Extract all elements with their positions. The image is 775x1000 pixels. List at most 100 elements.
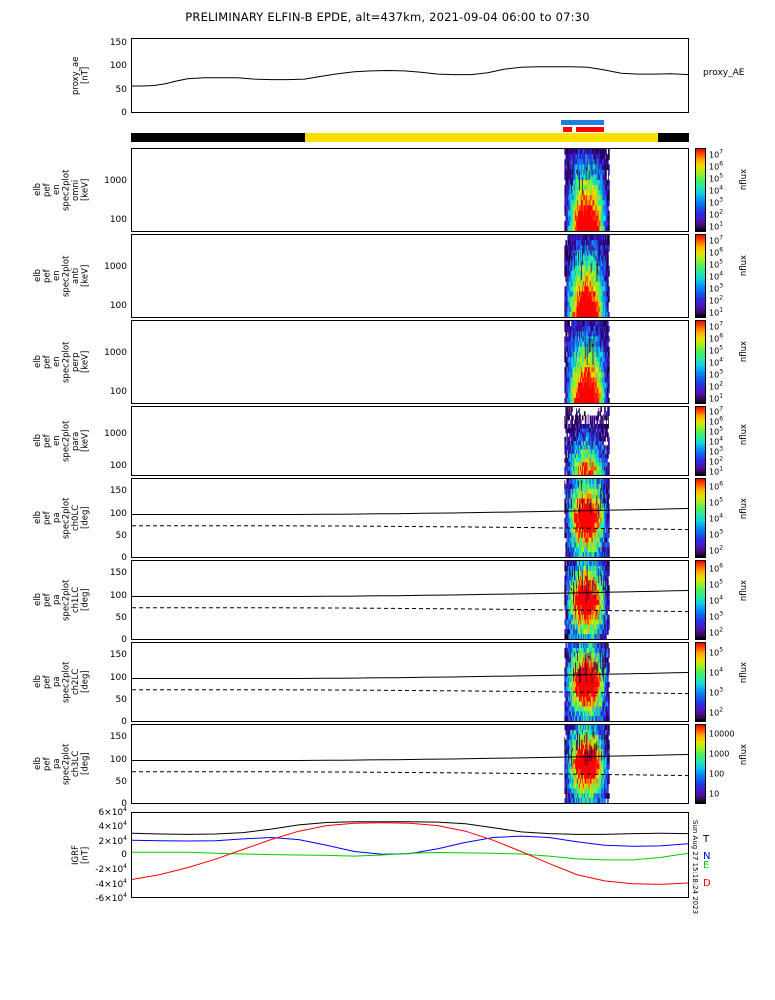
ytick: 100 xyxy=(109,215,127,226)
ytick: 150 xyxy=(109,650,127,661)
colorbar-tick: 103 xyxy=(709,610,724,622)
ytick: 100 xyxy=(109,61,127,72)
loss-cone-line xyxy=(132,754,688,761)
ylabel-IGRF: IGRF [nT] xyxy=(71,845,91,865)
colorbar-tick: 104 xyxy=(709,666,724,678)
colorbar-label-elb_pef_en_spec2plot_anti: nflux xyxy=(739,255,749,277)
colorbar-tick: 101 xyxy=(709,306,724,318)
ylabel-elb_pef_en_spec2plot_perp: elb pef en spec2plot perp [keV] xyxy=(33,341,91,383)
trace-N xyxy=(132,835,688,855)
ytick: 50 xyxy=(115,84,127,95)
proxy-ae-right-label: proxy_AE xyxy=(703,68,745,78)
ytick: 100 xyxy=(109,387,127,398)
colorbar-elb_pef_pa_spec2plot_ch0LC xyxy=(695,478,706,558)
colorbar-tick: 106 xyxy=(709,415,724,427)
ytick: 1000 xyxy=(104,428,127,439)
page-title: PRELIMINARY ELFIN-B EPDE, alt=437km, 202… xyxy=(185,10,590,24)
colorbar-tick: 105 xyxy=(709,344,724,356)
trace-proxy_AE xyxy=(132,66,688,87)
ytick: 100 xyxy=(109,508,127,519)
ytick: 0 xyxy=(121,635,127,645)
colorbar-label-elb_pef_pa_spec2plot_ch0LC: nflux xyxy=(739,498,749,520)
colorbar-tick: 107 xyxy=(709,148,724,160)
loss-cone-line xyxy=(132,590,688,597)
ytick: 150 xyxy=(109,486,127,497)
colorbar-tick: 103 xyxy=(709,368,724,380)
colorbar-tick: 105 xyxy=(709,578,724,590)
colorbar-tick: 102 xyxy=(709,626,724,638)
colorbar-tick: 103 xyxy=(709,528,724,540)
ytick: 4×104 xyxy=(98,820,127,833)
ylabel-elb_pef_pa_spec2plot_ch0LC: elb pef pa spec2plot ch0LC [deg] xyxy=(33,497,91,539)
spectrogram-elb_pef_en_spec2plot_anti xyxy=(564,235,610,317)
colorbar-tick: 102 xyxy=(709,455,724,467)
ytick: 100 xyxy=(109,672,127,683)
colorbar-tick: 103 xyxy=(709,282,724,294)
losscone-overlay-elb_pef_pa_spec2plot_ch1LC xyxy=(132,590,688,613)
ytick: 0 xyxy=(121,799,127,809)
ytick: 100 xyxy=(109,590,127,601)
ytick: 1000 xyxy=(104,176,127,187)
panel-proxy_ae xyxy=(131,38,689,113)
spectrogram-elb_pef_en_spec2plot_omni xyxy=(564,149,610,231)
losscone-overlay-elb_pef_pa_spec2plot_ch3LC xyxy=(132,754,688,777)
colorbar-tick: 107 xyxy=(709,320,724,332)
loss-cone-line xyxy=(132,672,688,679)
colorbar-label-elb_pef_pa_spec2plot_ch2LC: nflux xyxy=(739,662,749,684)
colorbar-elb_pef_pa_spec2plot_ch3LC xyxy=(695,724,706,804)
ylabel-proxy_ae: proxy_ae [nT] xyxy=(71,56,91,95)
ylabel-elb_pef_en_spec2plot_omni: elb pef en spec2plot omni [keV] xyxy=(33,169,91,211)
colorbar-tick: 106 xyxy=(709,332,724,344)
science-zone-blue xyxy=(561,120,604,125)
colorbar-tick: 1000 xyxy=(709,749,730,759)
anti-loss-cone-line xyxy=(132,607,688,613)
colorbar-tick: 104 xyxy=(709,356,724,368)
ytick: 150 xyxy=(109,37,127,48)
trace-D xyxy=(132,822,688,885)
colorbar-tick: 105 xyxy=(709,258,724,270)
colorbar-tick: 106 xyxy=(709,160,724,172)
colorbar-elb_pef_pa_spec2plot_ch1LC xyxy=(695,560,706,640)
colorbar-elb_pef_en_spec2plot_omni xyxy=(695,148,706,232)
colorbar-tick: 105 xyxy=(709,646,724,658)
ylabel-elb_pef_pa_spec2plot_ch1LC: elb pef pa spec2plot ch1LC [deg] xyxy=(33,579,91,621)
colorbar-tick: 106 xyxy=(709,480,724,492)
ytick: 50 xyxy=(115,694,127,705)
colorbar-tick: 102 xyxy=(709,208,724,220)
colorbar-tick: 100 xyxy=(709,769,725,779)
loss-cone-line xyxy=(132,508,688,515)
anti-loss-cone-line xyxy=(132,525,688,531)
traces-IGRF xyxy=(132,821,688,885)
ytick: 150 xyxy=(109,732,127,743)
ytick: 50 xyxy=(115,530,127,541)
colorbar-tick: 104 xyxy=(709,512,724,524)
colorbar-tick: 104 xyxy=(709,435,724,447)
colorbar-tick: 105 xyxy=(709,172,724,184)
colorbar-tick: 104 xyxy=(709,594,724,606)
ytick: 0 xyxy=(121,553,127,563)
igrf-legend-E: E xyxy=(703,860,710,871)
colorbar-label-elb_pef_en_spec2plot_perp: nflux xyxy=(739,341,749,363)
ytick: 50 xyxy=(115,612,127,623)
trace-E xyxy=(132,851,688,861)
sunlight-segment-night-0 xyxy=(131,133,306,142)
ylabel-elb_pef_pa_spec2plot_ch3LC: elb pef pa spec2plot ch3LC [deg] xyxy=(33,743,91,785)
colorbar-tick: 102 xyxy=(709,294,724,306)
ytick: 1000 xyxy=(104,348,127,359)
colorbar-tick: 103 xyxy=(709,686,724,698)
ytick: 1000 xyxy=(104,262,127,273)
ylabel-elb_pef_en_spec2plot_para: elb pef en spec2plot para [keV] xyxy=(33,420,91,462)
sunlight-segment-night-2 xyxy=(657,133,689,142)
spectrogram-elb_pef_pa_spec2plot_ch2LC xyxy=(564,643,610,721)
ytick: -2×104 xyxy=(95,863,127,876)
ytick: 0 xyxy=(121,108,127,118)
colorbar-tick: 104 xyxy=(709,184,724,196)
trace-T xyxy=(132,821,688,835)
colorbar-label-elb_pef_pa_spec2plot_ch3LC: nflux xyxy=(739,744,749,766)
colorbar-tick: 101 xyxy=(709,392,724,404)
spectrogram-elb_pef_pa_spec2plot_ch1LC xyxy=(564,561,610,639)
ytick: -6×104 xyxy=(95,892,127,904)
colorbar-tick: 10000 xyxy=(709,729,735,739)
ytick: 150 xyxy=(109,568,127,579)
colorbar-tick: 101 xyxy=(709,220,724,232)
